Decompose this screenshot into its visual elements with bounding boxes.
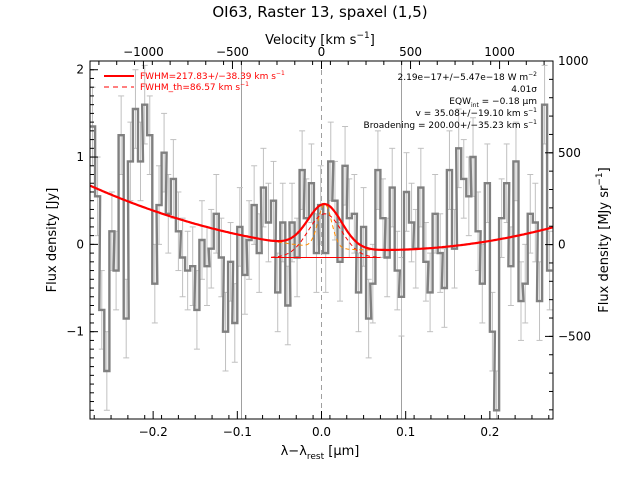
top-tick-label: 500	[399, 45, 422, 59]
right-axis-label: Flux density [MJy sr−1]	[595, 167, 612, 312]
annotation-velocity: v = 35.08+/−19.10 km s−1	[416, 107, 538, 119]
y-tick-label: 1	[76, 150, 84, 164]
total-fit-line	[89, 184, 554, 252]
chart-title: OI63, Raster 13, spaxel (1,5)	[212, 3, 427, 21]
top-tick-label: 0	[318, 45, 326, 59]
top-tick-label: −1000	[123, 45, 164, 59]
top-axis-label: Velocity [km s−1]	[265, 31, 375, 48]
y-tick-label: −1	[66, 325, 84, 339]
annotation-broadening: Broadening = 200.00+/−35.23 km s−1	[364, 119, 538, 131]
axis-ticks: −0.2 −0.1 0.0 0.1 0.2 −1 0 1 2 −1000 −500 0 500 1000 −…	[66, 45, 591, 439]
top-tick-label: 1000	[484, 45, 515, 59]
fit-annotations: 2.19e−17+/−5.47e−18 W m−2 4.01σ EQWint =…	[364, 71, 538, 131]
fit-curves	[89, 184, 554, 258]
legend-fit-label: FWHM=217.83+/−38.39 km s−1	[140, 70, 285, 82]
annotation-flux: 2.19e−17+/−5.47e−18 W m−2	[398, 71, 538, 83]
annotation-sigma: 4.01σ	[511, 85, 537, 95]
x-tick-label: 0.0	[312, 425, 331, 439]
x-tick-label: −0.1	[223, 425, 252, 439]
x-tick-label: 0.1	[396, 425, 415, 439]
y-tick-label: 0	[76, 237, 84, 251]
y-axis-label: Flux density [Jy]	[45, 188, 60, 293]
right-tick-label: 0	[558, 238, 566, 252]
instrumental-profile-line	[270, 203, 381, 251]
y-tick-label: 2	[76, 63, 84, 77]
right-tick-label: 1000	[558, 54, 589, 68]
legend-th-label: FWHM_th=86.57 km s−1	[140, 81, 249, 93]
gaussian-component-line	[271, 213, 381, 258]
legend: FWHM=217.83+/−38.39 km s−1 FWHM_th=86.57…	[104, 70, 285, 93]
x-tick-label: 0.2	[480, 425, 499, 439]
annotation-eqw: EQWint = −0.18 μm	[449, 97, 537, 109]
x-tick-label: −0.2	[139, 425, 168, 439]
right-tick-label: −500	[558, 329, 591, 343]
top-tick-label: −500	[216, 45, 249, 59]
x-axis-label: λ−λrest [μm]	[281, 444, 360, 462]
right-tick-label: 500	[558, 146, 581, 160]
